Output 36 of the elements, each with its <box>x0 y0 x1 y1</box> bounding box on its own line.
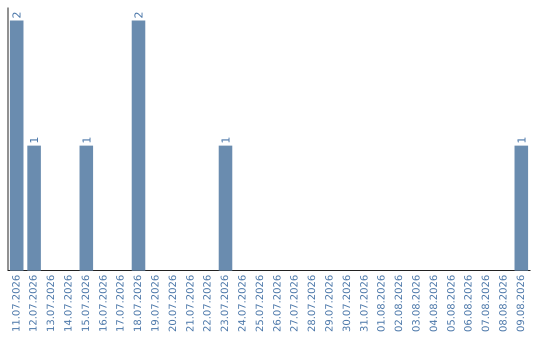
x-tick-label: 04.08.2026 <box>428 274 440 332</box>
x-tick-label: 17.07.2026 <box>116 274 127 332</box>
x-tick-label: 02.08.2026 <box>394 274 406 332</box>
x-tick-label: 05.08.2026 <box>446 274 458 332</box>
x-tick-label: 03.08.2026 <box>411 274 422 332</box>
x-tick-label: 06.08.2026 <box>464 274 475 332</box>
x-tick-label: 01.08.2026 <box>376 274 388 332</box>
data-label: 1 <box>80 136 94 144</box>
data-label: 1 <box>28 136 42 144</box>
x-tick-label: 26.07.2026 <box>272 274 284 332</box>
x-tick-label: 11.07.2026 <box>11 274 22 332</box>
x-tick-label: 21.07.2026 <box>185 274 196 332</box>
x-tick-label: 09.08.2026 <box>516 274 527 332</box>
x-tick-label: 24.07.2026 <box>237 274 248 332</box>
x-tick-label: 14.07.2026 <box>63 274 74 332</box>
x-tick-label: 08.08.2026 <box>498 274 510 332</box>
data-label: 2 <box>10 12 24 19</box>
x-tick-label: 25.07.2026 <box>254 274 266 332</box>
x-tick-label: 30.07.2026 <box>342 274 353 332</box>
x-tick-label: 31.07.2026 <box>359 274 370 332</box>
x-tick-label: 22.07.2026 <box>202 274 214 332</box>
x-tick-label: 19.07.2026 <box>150 274 162 332</box>
x-tick-label: 13.07.2026 <box>46 274 58 332</box>
x-tick-label: 12.07.2026 <box>28 274 40 332</box>
data-label: 2 <box>132 12 146 19</box>
x-tick-label: 20.07.2026 <box>168 274 179 332</box>
x-tick-label: 23.07.2026 <box>220 274 232 332</box>
x-tick-label: 27.07.2026 <box>290 274 301 332</box>
x-tick-label: 07.08.2026 <box>481 274 492 332</box>
data-label: 1 <box>220 136 232 144</box>
data-label: 1 <box>515 136 528 144</box>
x-tick-label: 29.07.2026 <box>324 274 336 332</box>
x-tick-label: 15.07.2026 <box>80 274 92 332</box>
x-tick-label: 28.07.2026 <box>307 274 318 332</box>
x-tick-label: 18.07.2026 <box>133 274 144 332</box>
x-tick-label: 16.07.2026 <box>98 274 110 332</box>
